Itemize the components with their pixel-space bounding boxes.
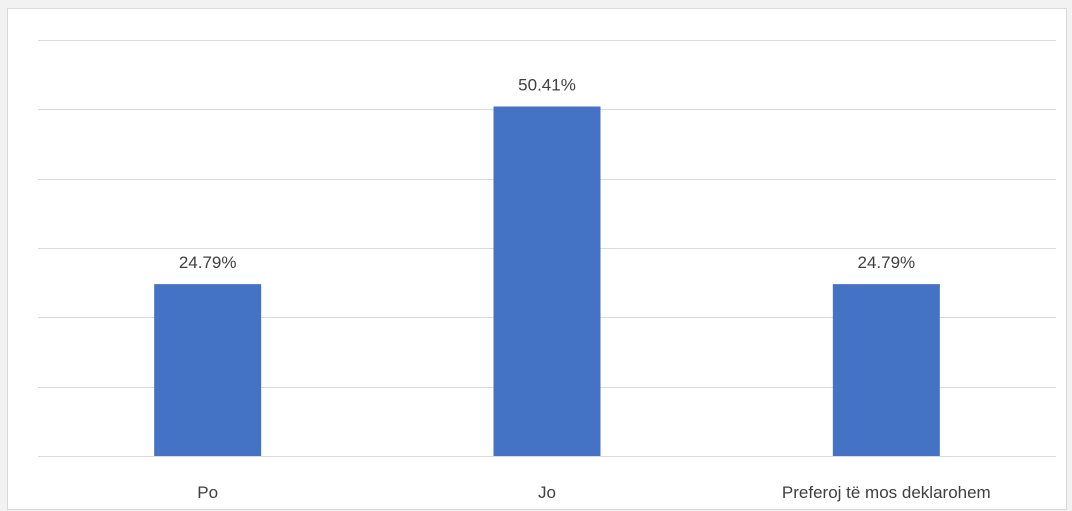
data-labels: 24.79% 50.41% 24.79% (179, 75, 915, 272)
category-label: Preferoj të mos deklarohem (782, 483, 991, 502)
category-label: Jo (538, 483, 556, 502)
bar (493, 106, 601, 457)
category-label: Po (197, 483, 218, 502)
data-label: 50.41% (518, 75, 576, 94)
bar (832, 284, 940, 456)
bar-chart: 24.79% 50.41% 24.79% Po Jo Preferoj të mos d… (38, 40, 1056, 502)
chart-area: 24.79% 50.41% 24.79% Po Jo Preferoj të mos d… (7, 8, 1067, 510)
bars (154, 106, 940, 457)
category-labels: Po Jo Preferoj të mos deklarohem (197, 483, 990, 502)
data-label: 24.79% (857, 253, 915, 272)
bar (154, 284, 262, 456)
data-label: 24.79% (179, 253, 237, 272)
